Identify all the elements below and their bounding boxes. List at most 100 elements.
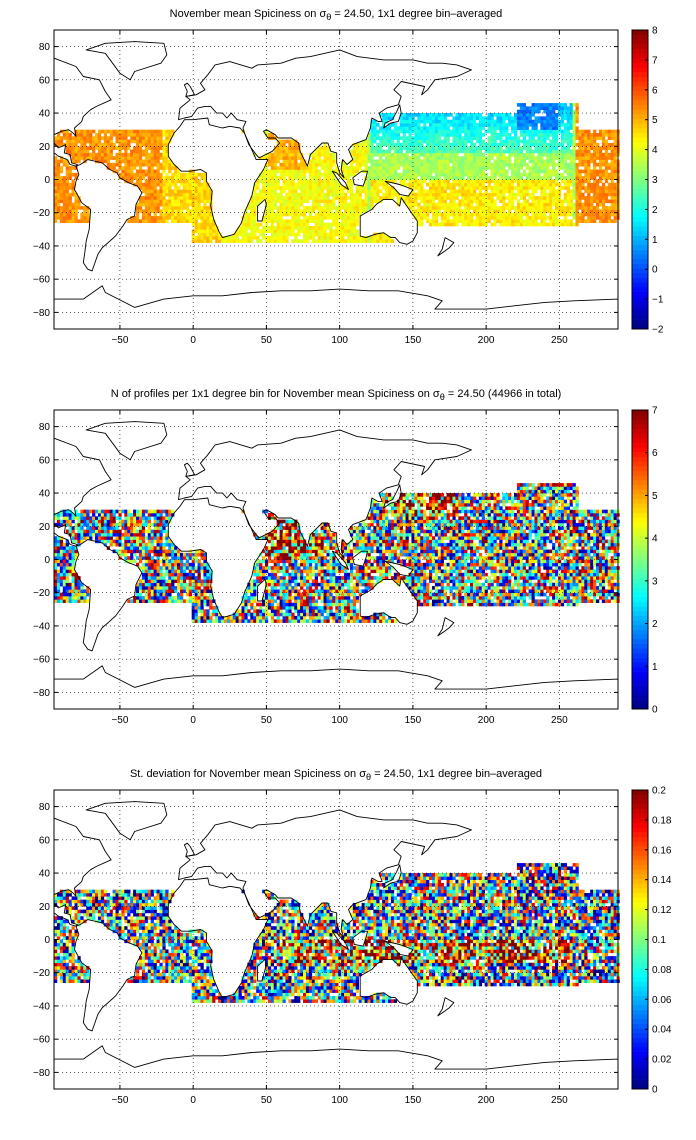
data-cell [212,222,216,227]
data-cell [493,199,497,204]
data-cell [138,136,143,140]
data-cell [103,156,108,160]
data-cell [303,222,307,227]
data-cell [326,146,330,150]
colorbar-segment [632,81,648,87]
data-cell [516,222,521,227]
data-cell [543,209,547,214]
data-cell [531,123,535,127]
data-cell [408,142,412,147]
coastline-madagascar [257,198,267,222]
data-cell [414,199,418,204]
data-cell [437,152,442,157]
data-cell [194,186,198,190]
data-cell [566,189,570,194]
data-cell [109,166,113,170]
data-cell [598,186,603,190]
data-cell [270,216,275,220]
data-cell [159,136,163,140]
data-cell [472,123,477,127]
data-cell [133,159,137,164]
data-cell [344,222,348,227]
data-cell [408,159,412,164]
data-cell [443,156,447,160]
data-cell [429,172,433,177]
data-cell [490,119,494,124]
data-cell [270,235,275,240]
data-cell [566,182,570,187]
data-cell [191,235,195,240]
data-cell [434,182,439,187]
data-cell [83,512,87,517]
data-cell [587,156,591,160]
data-cell [420,116,424,120]
data-cell [54,136,58,140]
data-cell [537,196,541,200]
data-cell [162,219,166,223]
data-cell [446,192,450,197]
data-cell [440,219,444,223]
data-cell [376,132,380,137]
data-cell [382,235,386,240]
data-cell [182,199,187,204]
data-cell [203,192,207,197]
data-cell [399,152,403,157]
data-cell [358,166,362,170]
data-cell [519,119,524,124]
data-cell [71,539,75,544]
data-cell [54,579,58,584]
data-cell [581,149,585,154]
data-cell [455,132,459,137]
data-cell [259,172,263,177]
data-cell [74,589,78,594]
data-cell [519,159,524,164]
data-cell [297,166,301,170]
data-cell [593,136,597,140]
data-cell [528,129,532,134]
data-cell [449,123,453,127]
data-cell [581,136,585,140]
data-cell [426,219,430,223]
data-cell [475,222,480,227]
data-cell [171,166,175,170]
data-cell [549,176,553,180]
data-cell [593,132,597,137]
data-cell [388,116,392,120]
data-cell [452,189,456,194]
data-cell [179,172,184,177]
data-cell [581,192,585,197]
data-cell [162,186,166,190]
data-cell [358,206,362,210]
data-cell [62,182,67,187]
data-cell [575,179,579,184]
data-cell [303,166,307,170]
data-cell [414,209,418,214]
data-cell [59,156,64,160]
data-cell [385,119,389,124]
data-cell [516,162,521,167]
data-cell [68,212,72,217]
data-cell [411,162,415,167]
data-cell [253,196,257,200]
data-cell [557,103,562,107]
data-cell [499,206,503,210]
data-cell [138,199,143,204]
data-cell [405,159,409,164]
data-cell [511,119,515,124]
data-cell [80,512,84,517]
data-cell [540,129,544,134]
data-cell [607,129,611,134]
data-cell [382,159,386,164]
data-cell [367,235,371,240]
data-cell [449,219,453,223]
data-cell [540,119,544,124]
data-cell [130,169,134,174]
data-cell [303,199,307,204]
data-cell [165,186,169,190]
data-cell [326,159,330,164]
data-cell [124,132,128,137]
data-cell [531,209,535,214]
data-cell [147,186,151,190]
data-cell [522,169,527,174]
data-cell [355,186,360,190]
